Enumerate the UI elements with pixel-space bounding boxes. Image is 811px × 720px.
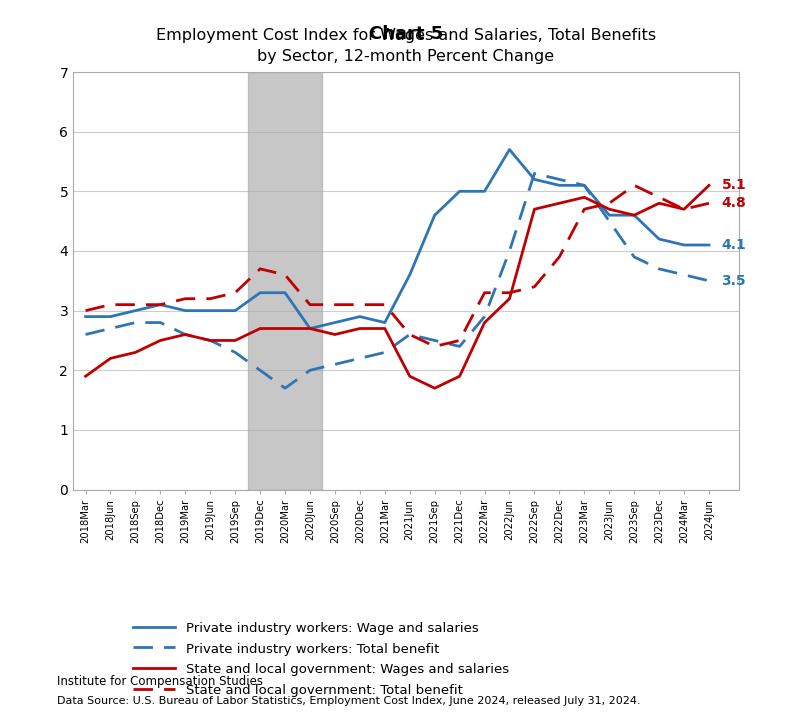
- Text: 5.1: 5.1: [721, 179, 745, 192]
- Bar: [247, 72, 322, 490]
- Text: 4.8: 4.8: [721, 197, 745, 210]
- Text: Data Source: U.S. Bureau of Labor Statistics, Employment Cost Index, June 2024, : Data Source: U.S. Bureau of Labor Statis…: [57, 696, 640, 706]
- Title: Employment Cost Index for Wages and Salaries, Total Benefits
by Sector, 12-month: Employment Cost Index for Wages and Sala…: [156, 28, 655, 64]
- Legend: Private industry workers: Wage and salaries, Private industry workers: Total ben: Private industry workers: Wage and salar…: [133, 621, 508, 697]
- Text: 4.1: 4.1: [721, 238, 745, 252]
- Text: Chart 5: Chart 5: [368, 25, 443, 43]
- Text: 3.5: 3.5: [721, 274, 745, 288]
- Text: Institute for Compensation Studies: Institute for Compensation Studies: [57, 675, 263, 688]
